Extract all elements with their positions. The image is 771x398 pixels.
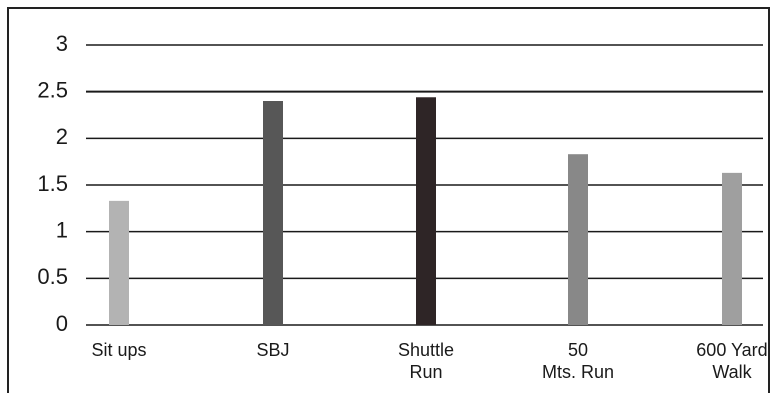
bar-4 (722, 172, 742, 325)
y-tick-label: 0 (56, 311, 68, 336)
y-tick-label: 2 (56, 124, 68, 149)
bars (109, 97, 742, 326)
y-tick-label: 1.5 (37, 171, 68, 196)
y-axis-ticks: 0 0.5 1 1.5 2 2.5 3 (37, 31, 68, 336)
bar-0 (109, 200, 129, 325)
y-tick-label: 2.5 (37, 77, 68, 102)
y-tick-label: 0.5 (37, 264, 68, 289)
y-tick-label: 1 (56, 217, 68, 242)
y-tick-label: 3 (56, 31, 68, 56)
x-tick-label: Shuttle Run (398, 340, 454, 382)
x-tick-label: 600 Yard Walk (696, 340, 767, 382)
x-tick-label-line: SBJ (256, 340, 289, 360)
x-axis-labels: Sit ups SBJ Shuttle Run 50 Mts. Run 600 Yard Wa… (91, 340, 767, 382)
x-tick-label-line: 600 Yard (696, 340, 767, 360)
plot-frame (7, 7, 770, 398)
x-tick-label-line: Walk (712, 362, 752, 382)
x-tick-label-line: Mts. Run (542, 362, 614, 382)
x-tick-label-line: 50 (568, 340, 588, 360)
x-tick-label-line: Shuttle (398, 340, 454, 360)
x-tick-label-line: Run (409, 362, 442, 382)
bar-1 (263, 101, 283, 325)
bar-3 (568, 154, 588, 325)
x-tick-label: Sit ups (91, 340, 146, 360)
x-tick-label: 50 Mts. Run (542, 340, 614, 382)
x-tick-label-line: Sit ups (91, 340, 146, 360)
x-tick-label: SBJ (256, 340, 289, 360)
bar-2 (416, 97, 436, 326)
